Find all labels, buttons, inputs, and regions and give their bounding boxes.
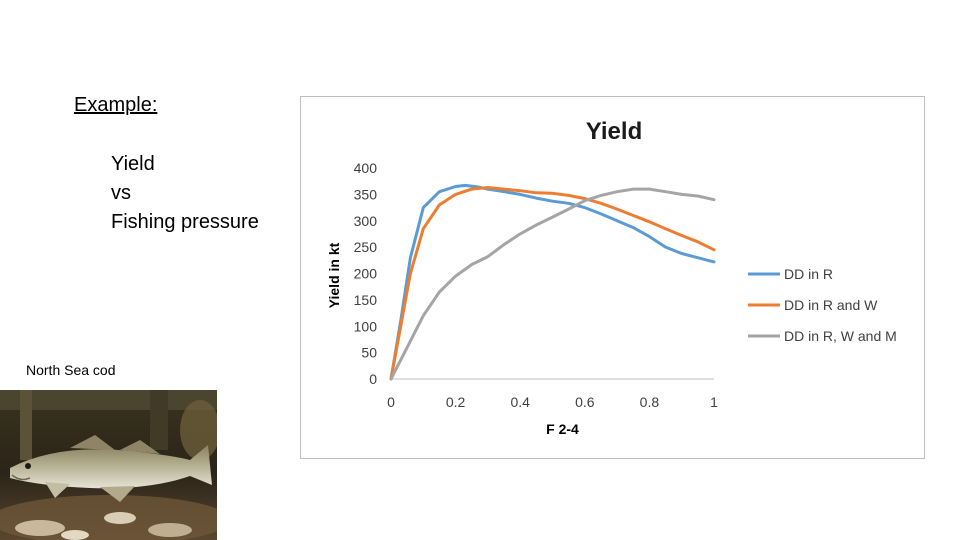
photo-caption: North Sea cod (26, 362, 116, 378)
series-line (389, 187, 716, 381)
legend-label: DD in R and W (784, 297, 878, 313)
series-line (389, 183, 716, 381)
x-tick-label: 0.2 (446, 394, 466, 410)
x-axis-title: F 2-4 (546, 421, 579, 437)
x-tick-label: 0.4 (510, 394, 530, 410)
x-tick-label: 0.6 (575, 394, 595, 410)
x-tick-label: 0 (387, 394, 395, 410)
y-axis-ticks: 0 50 100 150 200 250 300 350 400 (354, 160, 378, 387)
y-tick-label: 100 (354, 318, 378, 334)
x-axis-ticks: 0 0.2 0.4 0.6 0.8 1 (387, 394, 718, 410)
y-tick-label: 0 (369, 371, 377, 387)
y-tick-label: 200 (354, 266, 378, 282)
cod-photo (0, 390, 217, 540)
y-tick-label: 350 (354, 186, 378, 202)
slide-heading: Example: (74, 94, 158, 116)
y-tick-label: 150 (354, 292, 378, 308)
legend-label: DD in R (784, 266, 833, 282)
subtitle-line: Fishing pressure (111, 211, 259, 233)
subtitle-line: vs (111, 182, 131, 204)
y-axis-title: Yield in kt (326, 242, 342, 308)
x-tick-label: 1 (710, 394, 718, 410)
y-tick-label: 250 (354, 239, 378, 255)
series-line (389, 186, 716, 381)
x-tick-label: 0.8 (640, 394, 660, 410)
subtitle-line: Yield (111, 153, 155, 175)
series-lines (389, 183, 716, 381)
legend-label: DD in R, W and M (784, 328, 897, 344)
chart-title: Yield (586, 118, 642, 145)
slide-subtitle: Yield vs Fishing pressure (111, 150, 259, 237)
chart-legend: DD in R DD in R and W DD in R, W and M (748, 266, 897, 344)
yield-chart: Yield 0 50 100 150 200 250 300 350 400 0 0.2 0.4 0.… (300, 96, 925, 459)
chart-svg: Yield 0 50 100 150 200 250 300 350 400 0 0.2 0.4 0.… (326, 118, 897, 437)
y-tick-label: 300 (354, 213, 378, 229)
y-tick-label: 400 (354, 160, 378, 176)
y-tick-label: 50 (361, 345, 377, 361)
